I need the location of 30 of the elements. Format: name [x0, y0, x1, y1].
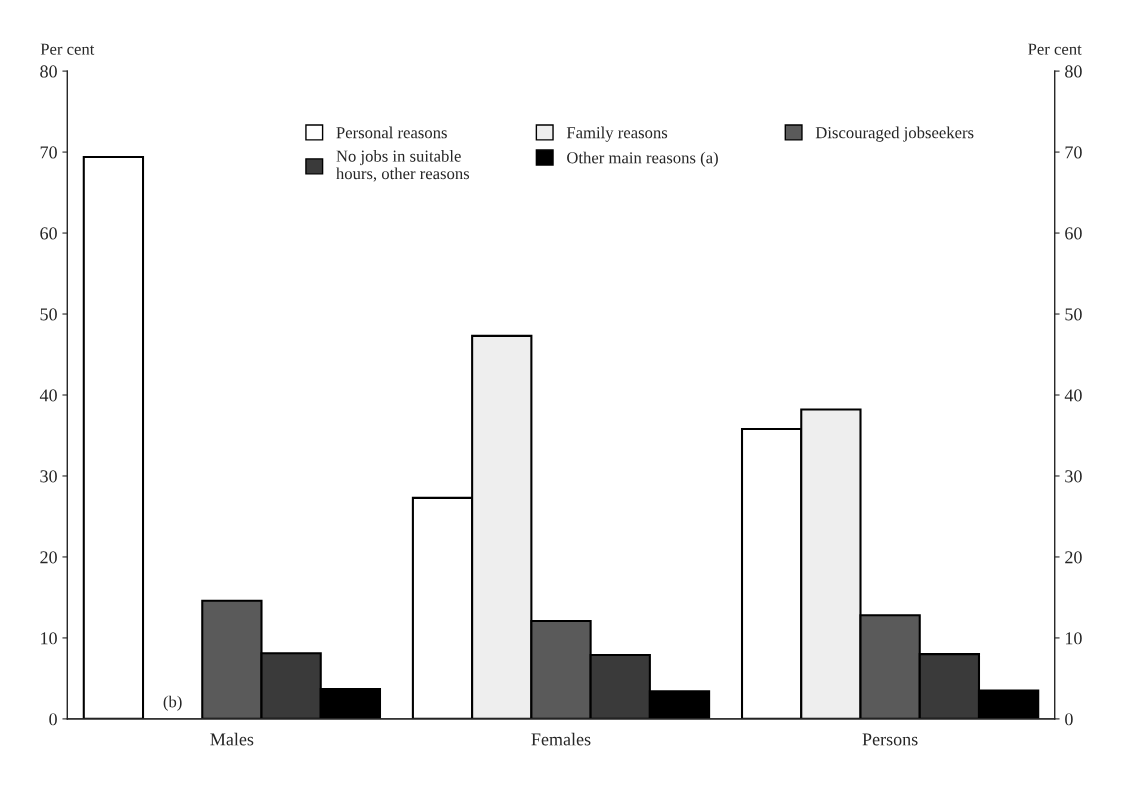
- legend-label: Discouraged jobseekers: [815, 126, 974, 142]
- y-tick-label: 50: [40, 308, 57, 321]
- x-tick-label: Males: [210, 732, 254, 746]
- y2-tick-label: 20: [1065, 551, 1082, 564]
- y-tick-label: 70: [40, 146, 57, 159]
- y2-axis-title: Per cent: [1028, 43, 1082, 55]
- y-tick-label: 20: [40, 551, 57, 564]
- legend-label: Family reasons: [566, 126, 668, 142]
- legend-label: Personal reasons: [336, 126, 447, 139]
- y-tick-label: 10: [41, 632, 57, 645]
- y2-tick-label: 60: [1065, 227, 1082, 240]
- y2-tick-label: 40: [1064, 389, 1082, 402]
- y2-tick-label: 70: [1065, 146, 1082, 159]
- y-axis-title: Per cent: [40, 43, 95, 55]
- x-tick-label: Females: [531, 732, 591, 746]
- legend-label: No jobs in suitable hours, other reasons: [336, 150, 470, 182]
- y2-tick-label: 50: [1065, 308, 1082, 321]
- y-tick-label: 0: [49, 713, 57, 726]
- y2-tick-label: 80: [1065, 65, 1082, 78]
- y-tick-label: 40: [39, 389, 57, 402]
- bar: [82, 155, 145, 719]
- y-tick-label: 80: [40, 65, 57, 78]
- legend-label: Other main reasons (a): [567, 151, 718, 167]
- y2-tick-label: 30: [1065, 470, 1082, 483]
- y-tick-label: 30: [40, 470, 57, 483]
- annotation: (b): [163, 695, 182, 711]
- x-tick-label: Persons: [862, 733, 918, 746]
- y-tick-label: 60: [40, 227, 57, 240]
- y2-tick-label: 0: [1065, 713, 1073, 726]
- y2-tick-label: 10: [1065, 632, 1082, 645]
